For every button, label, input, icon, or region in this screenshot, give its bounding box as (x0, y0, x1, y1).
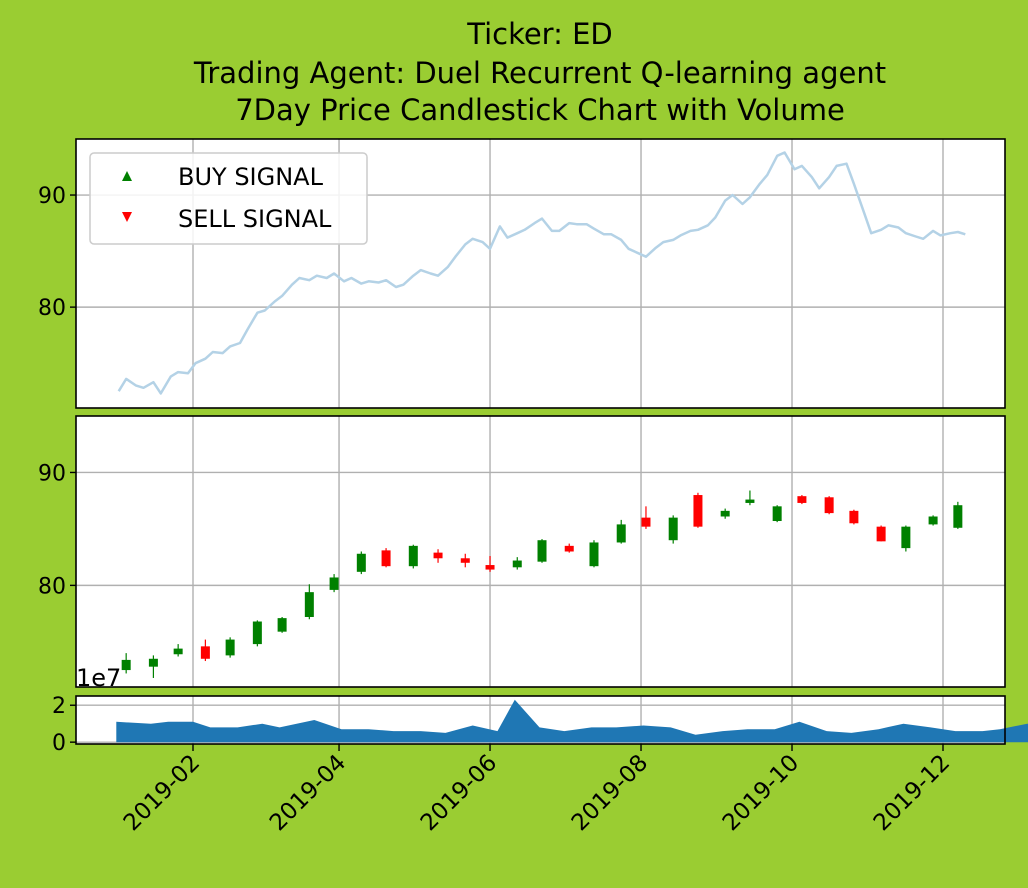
volume-area (116, 699, 1028, 743)
candle-body-29 (876, 526, 886, 542)
candle-body-23 (720, 510, 730, 517)
candle-body-11 (408, 545, 418, 567)
price-line (117, 151, 966, 395)
candle-body-1 (148, 658, 158, 667)
candle-body-22 (693, 495, 703, 527)
candle-body-13 (460, 558, 470, 563)
candle-body-26 (797, 496, 807, 503)
price-ytick-label-1: 90 (38, 184, 66, 209)
candle-body-32 (953, 505, 963, 528)
volume-panel-frame (75, 695, 1006, 745)
candle-body-18 (589, 542, 599, 567)
candle-panel: 80 90 (38, 415, 1006, 688)
candle-panel-grid (76, 416, 1005, 687)
volume-offset-label: 1e7 (76, 664, 121, 692)
volume-ytick-label-1: 2 (52, 694, 66, 719)
candle-body-24 (745, 499, 755, 503)
price-panel-frame (75, 138, 1006, 409)
candle-body-28 (849, 510, 859, 524)
candle-body-7 (304, 592, 314, 617)
candle-body-20 (641, 517, 651, 527)
candle-body-8 (329, 577, 339, 590)
candle-ytick-label-0: 80 (38, 574, 66, 599)
candle-body-17 (564, 545, 574, 552)
price-panel-y-ticks: 80 90 (38, 184, 76, 321)
candle-body-27 (824, 497, 834, 514)
volume-panel-y-ticks: 02 (52, 694, 76, 756)
legend-label-buy: BUY SIGNAL (178, 163, 324, 191)
chart-title-line-1: Ticker: ED (466, 17, 612, 51)
candle-body-16 (537, 540, 547, 562)
candle-body-15 (512, 560, 522, 568)
candle-body-2 (173, 648, 183, 655)
candle-body-10 (381, 550, 391, 567)
price-panel: 80 90 BUY SIGNAL SELL SIGNAL (38, 138, 1006, 409)
candle-body-3 (200, 646, 210, 659)
candle-panel-y-ticks: 80 90 (38, 461, 76, 599)
price-ytick-label-0: 80 (38, 296, 66, 321)
volume-panel: 02 1e7 (52, 664, 1028, 756)
legend: BUY SIGNAL SELL SIGNAL (89, 152, 368, 245)
legend-box (89, 152, 368, 245)
legend-label-sell: SELL SIGNAL (178, 205, 332, 233)
candle-panel-frame (75, 415, 1006, 688)
candle-body-12 (433, 552, 443, 559)
candle-body-0 (121, 659, 131, 671)
candle-body-14 (485, 565, 495, 570)
candle-body-19 (616, 524, 626, 543)
candle-body-25 (772, 506, 782, 522)
sell-signal-legend-icon (122, 212, 132, 222)
candle-ytick-label-1: 90 (38, 461, 66, 486)
volume-ytick-label-0: 0 (52, 731, 66, 756)
chart-title-line-2: Trading Agent: Duel Recurrent Q-learning… (193, 56, 886, 90)
candle-body-31 (928, 516, 938, 525)
candle-body-4 (225, 639, 235, 656)
candle-body-21 (668, 517, 678, 541)
candle-body-6 (277, 618, 287, 632)
candle-body-9 (356, 553, 366, 572)
chart-title-line-3: 7Day Price Candlestick Chart with Volume (235, 93, 845, 127)
candle-body-5 (252, 621, 262, 645)
buy-signal-legend-icon (122, 171, 132, 181)
candle-body-30 (901, 526, 911, 549)
candles (121, 490, 963, 678)
